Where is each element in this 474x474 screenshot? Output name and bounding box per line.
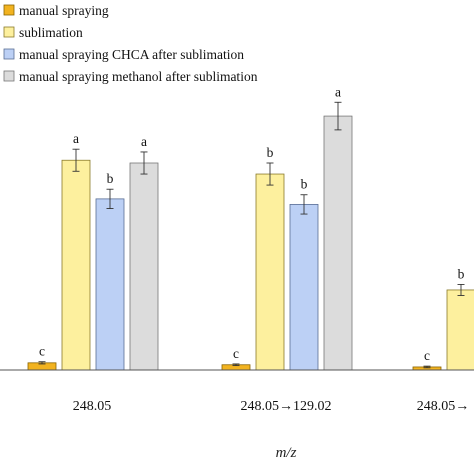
significance-label: c <box>233 346 239 361</box>
significance-label: a <box>141 134 147 149</box>
significance-label: a <box>335 84 341 99</box>
bar <box>323 115 353 371</box>
x-tick-labels: 248.05 248.05→129.02 248.05→ <box>73 399 470 414</box>
legend-swatch <box>3 48 15 60</box>
bars: c a b a c b b a c b <box>27 84 474 371</box>
bar <box>289 203 319 371</box>
legend-swatch <box>3 70 15 82</box>
legend-swatch <box>3 4 15 16</box>
legend: manual spraying sublimation manual sprayin… <box>3 3 258 84</box>
legend-swatch <box>3 26 15 38</box>
bar <box>95 198 125 371</box>
significance-label: b <box>301 177 308 192</box>
significance-label: b <box>107 171 114 186</box>
bar <box>446 289 474 371</box>
bar <box>61 159 91 371</box>
bar <box>129 162 159 371</box>
legend-label: manual spraying <box>19 3 109 18</box>
legend-label: manual spraying CHCA after sublimation <box>19 47 244 62</box>
x-tick-label: 248.05→ <box>417 399 470 414</box>
significance-label: b <box>458 266 465 281</box>
x-axis-title: m/z <box>276 445 297 461</box>
legend-label: manual spraying methanol after sublimati… <box>19 69 258 84</box>
x-tick-label: 248.05 <box>73 399 112 414</box>
x-tick-label: 248.05→129.02 <box>241 399 332 414</box>
significance-label: c <box>424 348 430 363</box>
significance-label: a <box>73 131 79 146</box>
significance-label: c <box>39 344 45 359</box>
bar <box>255 173 285 371</box>
significance-label: b <box>267 145 274 160</box>
legend-label: sublimation <box>19 25 83 40</box>
